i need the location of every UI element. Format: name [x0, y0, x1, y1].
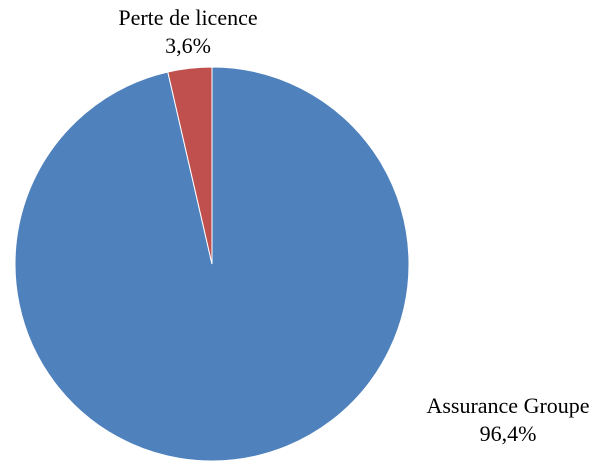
- slice-value-label: 96,4%: [480, 421, 537, 446]
- pie-slice: [167, 66, 213, 265]
- slice-label: Perte de licence: [118, 5, 257, 30]
- slice-value-label: 3,6%: [165, 33, 211, 58]
- slice-label: Assurance Groupe: [426, 393, 589, 418]
